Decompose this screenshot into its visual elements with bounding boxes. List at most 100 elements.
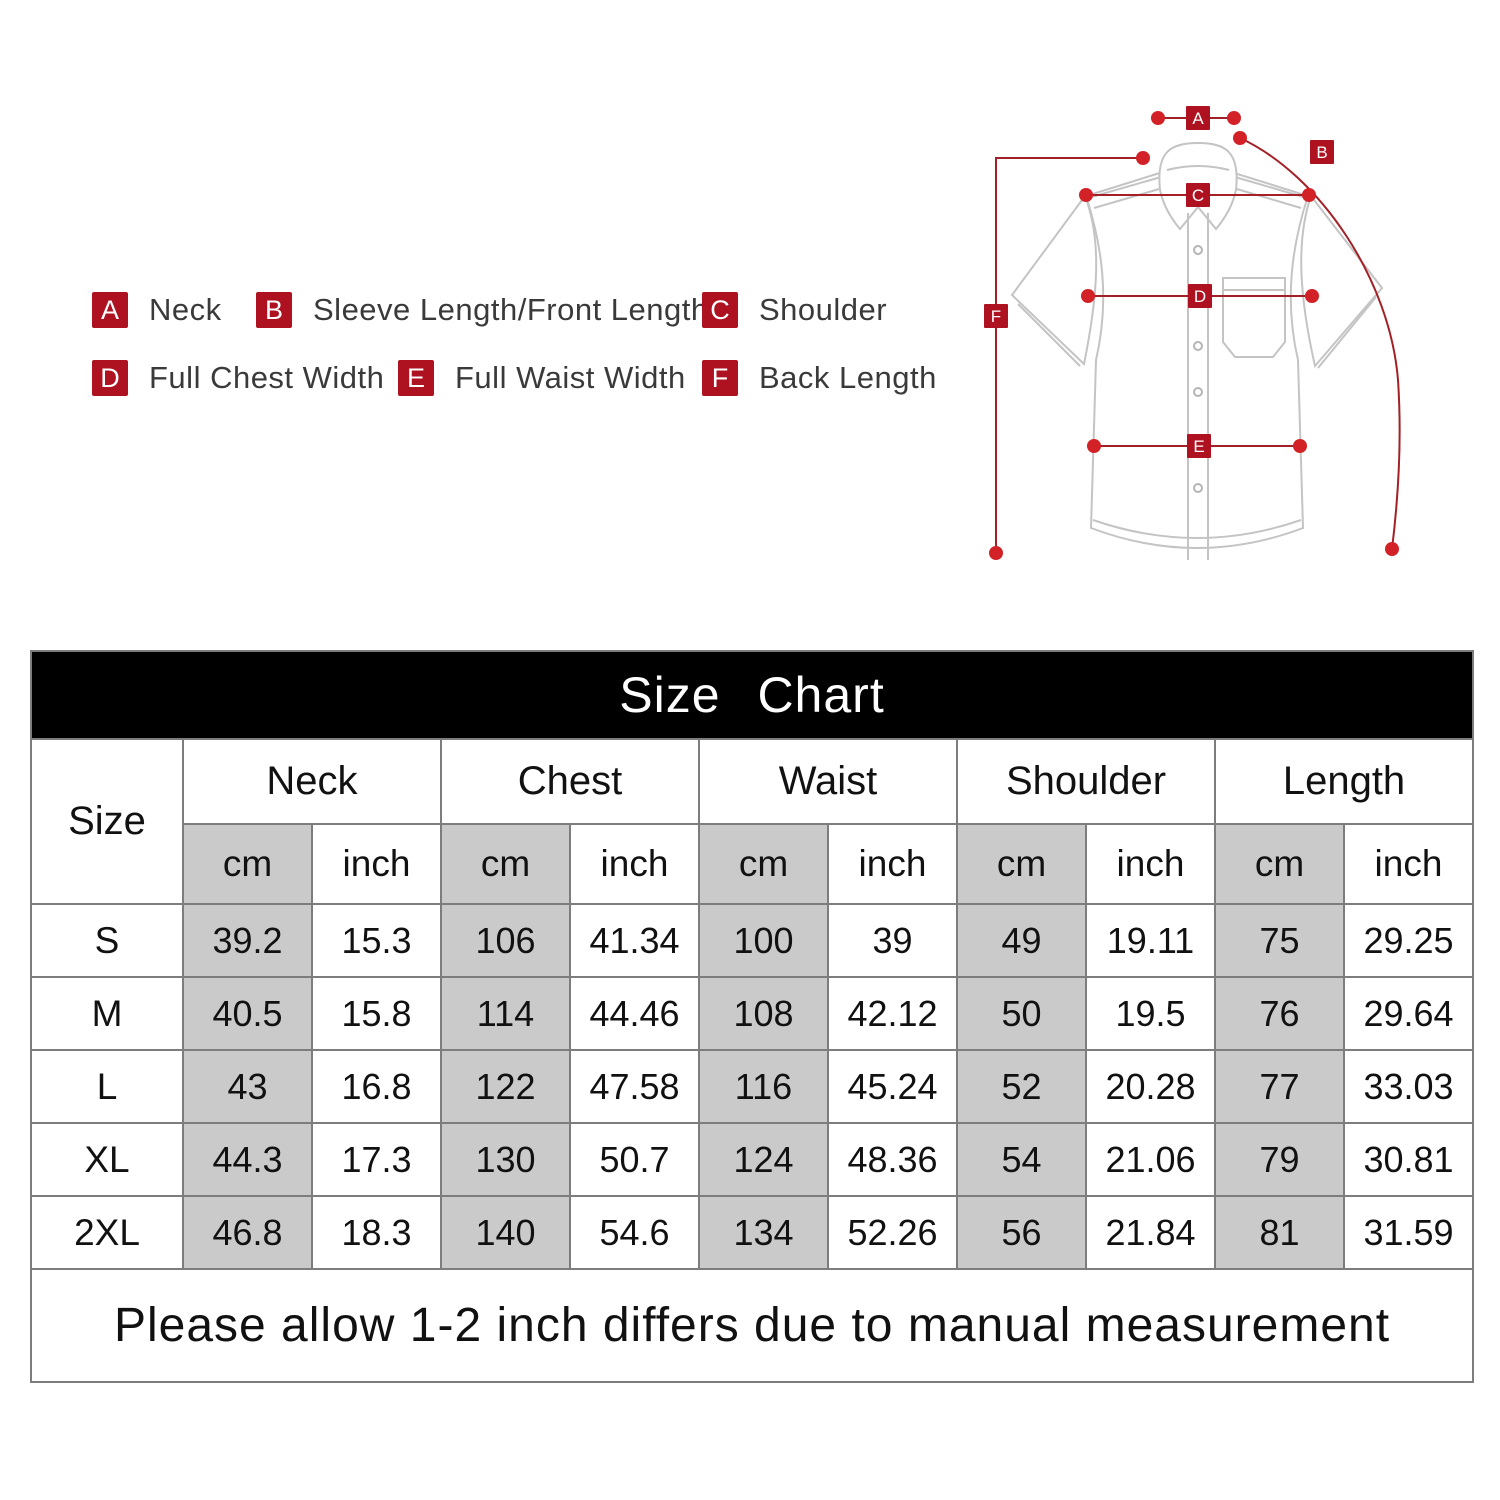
shirt-left-cuff-seam bbox=[1017, 303, 1081, 367]
table-row-xl: XL 44.3 17.3 130 50.7 124 48.36 54 21.06… bbox=[30, 1122, 1474, 1197]
value-cell: 47.58 bbox=[569, 1049, 700, 1124]
value-cell: 29.64 bbox=[1343, 976, 1474, 1051]
value-cell: 48.36 bbox=[827, 1122, 958, 1197]
legend-label-back-length: Back Length bbox=[759, 360, 937, 395]
measure-line-f bbox=[995, 157, 1143, 553]
value-cell: 39 bbox=[827, 903, 958, 978]
value-cell: 15.8 bbox=[311, 976, 442, 1051]
svg-text:C: C bbox=[1192, 186, 1204, 205]
value-cell: 43 bbox=[182, 1049, 313, 1124]
unit-header-cm: cm bbox=[440, 823, 571, 905]
value-cell: 81 bbox=[1214, 1195, 1345, 1270]
value-cell: 18.3 bbox=[311, 1195, 442, 1270]
value-cell: 130 bbox=[440, 1122, 571, 1197]
value-cell: 54.6 bbox=[569, 1195, 700, 1270]
value-cell: 134 bbox=[698, 1195, 829, 1270]
value-cell: 52 bbox=[956, 1049, 1087, 1124]
legend-key-f: F bbox=[702, 360, 738, 396]
legend-item-sleeve-length: B Sleeve Length/Front Length bbox=[256, 292, 709, 328]
unit-header-inch: inch bbox=[311, 823, 442, 905]
value-cell: 122 bbox=[440, 1049, 571, 1124]
value-cell: 29.25 bbox=[1343, 903, 1474, 978]
row-header-size: L bbox=[30, 1049, 184, 1124]
legend-key-a: A bbox=[92, 292, 128, 328]
shirt-marker-a: A bbox=[1186, 106, 1210, 130]
svg-text:A: A bbox=[1192, 109, 1204, 128]
value-cell: 79 bbox=[1214, 1122, 1345, 1197]
shirt-pocket bbox=[1222, 277, 1286, 358]
row-header-size: 2XL bbox=[30, 1195, 184, 1270]
measure-endpoint-dots bbox=[989, 111, 1399, 560]
legend-key-b: B bbox=[256, 292, 292, 328]
value-cell: 17.3 bbox=[311, 1122, 442, 1197]
table-row-2xl: 2XL 46.8 18.3 140 54.6 134 52.26 56 21.8… bbox=[30, 1195, 1474, 1270]
value-cell: 16.8 bbox=[311, 1049, 442, 1124]
col-header-waist: Waist bbox=[698, 738, 958, 825]
measurement-note: Please allow 1-2 inch differs due to man… bbox=[30, 1268, 1474, 1383]
value-cell: 76 bbox=[1214, 976, 1345, 1051]
row-header-size: XL bbox=[30, 1122, 184, 1197]
legend-item-neck: A Neck bbox=[92, 292, 222, 328]
legend-label-shoulder: Shoulder bbox=[759, 292, 888, 327]
value-cell: 116 bbox=[698, 1049, 829, 1124]
value-cell: 30.81 bbox=[1343, 1122, 1474, 1197]
shirt-placket bbox=[1187, 213, 1209, 560]
value-cell: 21.06 bbox=[1085, 1122, 1216, 1197]
shirt-marker-f: F bbox=[984, 304, 1008, 328]
value-cell: 114 bbox=[440, 976, 571, 1051]
value-cell: 52.26 bbox=[827, 1195, 958, 1270]
legend-label-sleeve-length: Sleeve Length/Front Length bbox=[313, 292, 709, 327]
value-cell: 50 bbox=[956, 976, 1087, 1051]
value-cell: 54 bbox=[956, 1122, 1087, 1197]
shirt-yoke-seams bbox=[1087, 176, 1308, 209]
legend-label-neck: Neck bbox=[149, 292, 222, 327]
measure-line-b bbox=[1239, 137, 1401, 550]
value-cell: 77 bbox=[1214, 1049, 1345, 1124]
value-cell: 19.11 bbox=[1085, 903, 1216, 978]
value-cell: 19.5 bbox=[1085, 976, 1216, 1051]
value-cell: 100 bbox=[698, 903, 829, 978]
value-cell: 39.2 bbox=[182, 903, 313, 978]
table-row-s: S 39.2 15.3 106 41.34 100 39 49 19.11 75… bbox=[30, 903, 1474, 978]
table-row-l: L 43 16.8 122 47.58 116 45.24 52 20.28 7… bbox=[30, 1049, 1474, 1124]
svg-text:E: E bbox=[1193, 437, 1204, 456]
value-cell: 46.8 bbox=[182, 1195, 313, 1270]
value-cell: 56 bbox=[956, 1195, 1087, 1270]
table-row-m: M 40.5 15.8 114 44.46 108 42.12 50 19.5 … bbox=[30, 976, 1474, 1051]
legend-label-full-chest-width: Full Chest Width bbox=[149, 360, 385, 395]
unit-header-inch: inch bbox=[827, 823, 958, 905]
value-cell: 41.34 bbox=[569, 903, 700, 978]
legend-item-back-length: F Back Length bbox=[702, 360, 937, 396]
value-cell: 124 bbox=[698, 1122, 829, 1197]
table-title: Size Chart bbox=[30, 650, 1474, 740]
unit-header-inch: inch bbox=[1343, 823, 1474, 905]
unit-header-cm: cm bbox=[1214, 823, 1345, 905]
col-header-neck: Neck bbox=[182, 738, 442, 825]
col-header-shoulder: Shoulder bbox=[956, 738, 1216, 825]
shirt-hem-seam bbox=[1092, 519, 1302, 539]
row-header-size: S bbox=[30, 903, 184, 978]
value-cell: 42.12 bbox=[827, 976, 958, 1051]
svg-text:B: B bbox=[1316, 143, 1327, 162]
legend-item-shoulder: C Shoulder bbox=[702, 292, 887, 328]
row-header-size: M bbox=[30, 976, 184, 1051]
unit-header-cm: cm bbox=[956, 823, 1087, 905]
shirt-body-outline bbox=[1084, 171, 1310, 549]
svg-text:F: F bbox=[991, 307, 1001, 326]
value-cell: 31.59 bbox=[1343, 1195, 1474, 1270]
value-cell: 33.03 bbox=[1343, 1049, 1474, 1124]
value-cell: 44.46 bbox=[569, 976, 700, 1051]
shirt-measurement-diagram: A B C D E F bbox=[984, 106, 1401, 560]
legend-label-full-waist-width: Full Waist Width bbox=[455, 360, 686, 395]
value-cell: 106 bbox=[440, 903, 571, 978]
shirt-collar-seam bbox=[1166, 165, 1230, 171]
shirt-marker-e: E bbox=[1187, 434, 1211, 458]
shirt-left-sleeve bbox=[1010, 193, 1098, 366]
value-cell: 15.3 bbox=[311, 903, 442, 978]
value-cell: 49 bbox=[956, 903, 1087, 978]
unit-header-cm: cm bbox=[698, 823, 829, 905]
value-cell: 20.28 bbox=[1085, 1049, 1216, 1124]
svg-text:D: D bbox=[1194, 287, 1206, 306]
value-cell: 140 bbox=[440, 1195, 571, 1270]
